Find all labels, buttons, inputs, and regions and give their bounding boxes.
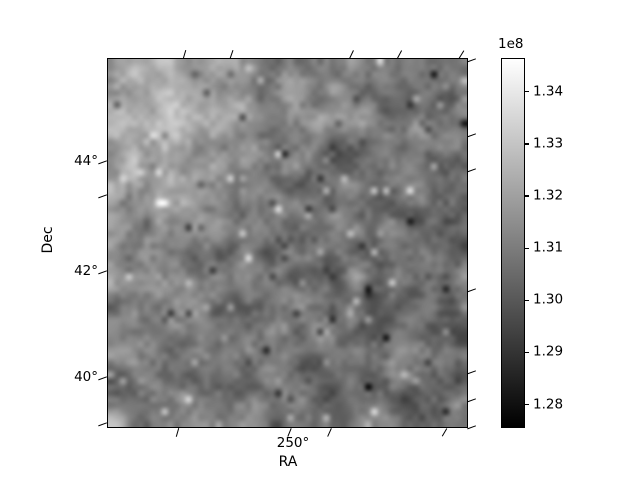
colorbar-axes[interactable] xyxy=(501,58,525,428)
y-axis-ticklabel: 44° xyxy=(74,153,98,169)
colorbar-tick xyxy=(525,143,529,145)
axis-tick-mark xyxy=(459,49,465,59)
axis-tick-mark xyxy=(467,167,477,173)
axis-tick-mark xyxy=(467,287,477,293)
colorbar-ticklabel: 1.32 xyxy=(533,187,564,204)
x-axis-label: RA xyxy=(278,454,298,470)
colorbar-gradient xyxy=(502,59,524,427)
y-axis-ticklabel: 40° xyxy=(74,369,98,385)
colorbar-ticklabel: 1.29 xyxy=(533,343,564,360)
y-axis-label: Dec xyxy=(40,226,56,254)
axis-tick-mark xyxy=(327,427,333,437)
colorbar-tick xyxy=(525,351,529,354)
colorbar-tick xyxy=(525,195,529,197)
colorbar-tick xyxy=(525,299,529,301)
colorbar-offset-text: 1e8 xyxy=(498,36,524,52)
colorbar-ticklabel: 1.30 xyxy=(533,291,564,308)
colorbar-tick xyxy=(525,91,529,93)
axis-tick-mark xyxy=(176,427,180,437)
axis-tick-mark xyxy=(467,369,477,375)
colorbar-tick xyxy=(525,403,529,406)
colorbar-ticklabel: 1.28 xyxy=(533,395,564,412)
x-axis-ticklabel: 250° xyxy=(276,435,310,451)
colorbar-ticklabel: 1.31 xyxy=(533,239,564,256)
axis-tick-mark xyxy=(397,49,403,59)
axis-tick-mark xyxy=(442,427,448,437)
colorbar-tick xyxy=(525,247,529,249)
axis-tick-mark xyxy=(467,132,477,138)
axis-tick-mark xyxy=(467,424,477,430)
y-axis-ticklabel: 42° xyxy=(74,263,98,279)
sky-image-axes[interactable] xyxy=(107,58,468,428)
colorbar-ticklabel: 1.34 xyxy=(533,83,564,100)
colorbar-ticklabel: 1.33 xyxy=(533,135,564,152)
axis-tick-mark xyxy=(467,57,477,63)
axis-tick-mark xyxy=(467,397,477,403)
sky-heatmap-image xyxy=(108,59,467,427)
